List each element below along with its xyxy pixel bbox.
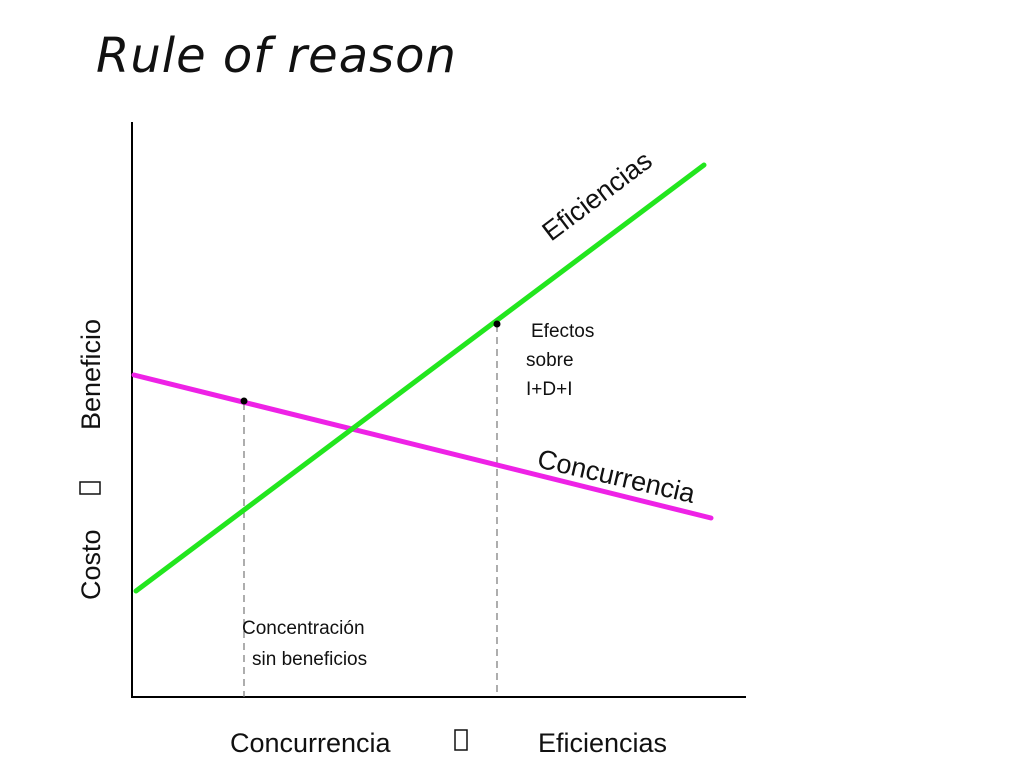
concurrencia-line-label: Concurrencia <box>535 444 699 510</box>
eficiencias-line-label: Eficiencias <box>537 145 658 247</box>
concurrencia-line <box>131 372 714 521</box>
efectos-annotation-line-3: I+D+I <box>526 379 572 400</box>
y-axis-label: Costo Beneficio <box>76 319 106 600</box>
concentracion-annotation-line-2: sin beneficios <box>252 649 367 670</box>
missing-glyph-icon <box>454 729 468 751</box>
x-axis-label-right: Eficiencias <box>538 728 667 758</box>
y-axis-label-left: Costo <box>76 529 106 600</box>
concentracion-annotation-line-1: Concentración <box>242 618 365 639</box>
efectos-annotation-line-2: sobre <box>526 350 574 371</box>
concentracion-point <box>240 397 248 405</box>
missing-glyph-icon <box>79 481 101 495</box>
page-title: Rule of reason <box>96 28 457 84</box>
eficiencias-line <box>133 162 707 594</box>
efectos-point <box>493 320 501 328</box>
efectos-annotation-line-1: Efectos <box>531 321 594 342</box>
y-axis-label-right: Beneficio <box>76 319 106 430</box>
x-axis-label-left: Concurrencia <box>230 728 392 758</box>
